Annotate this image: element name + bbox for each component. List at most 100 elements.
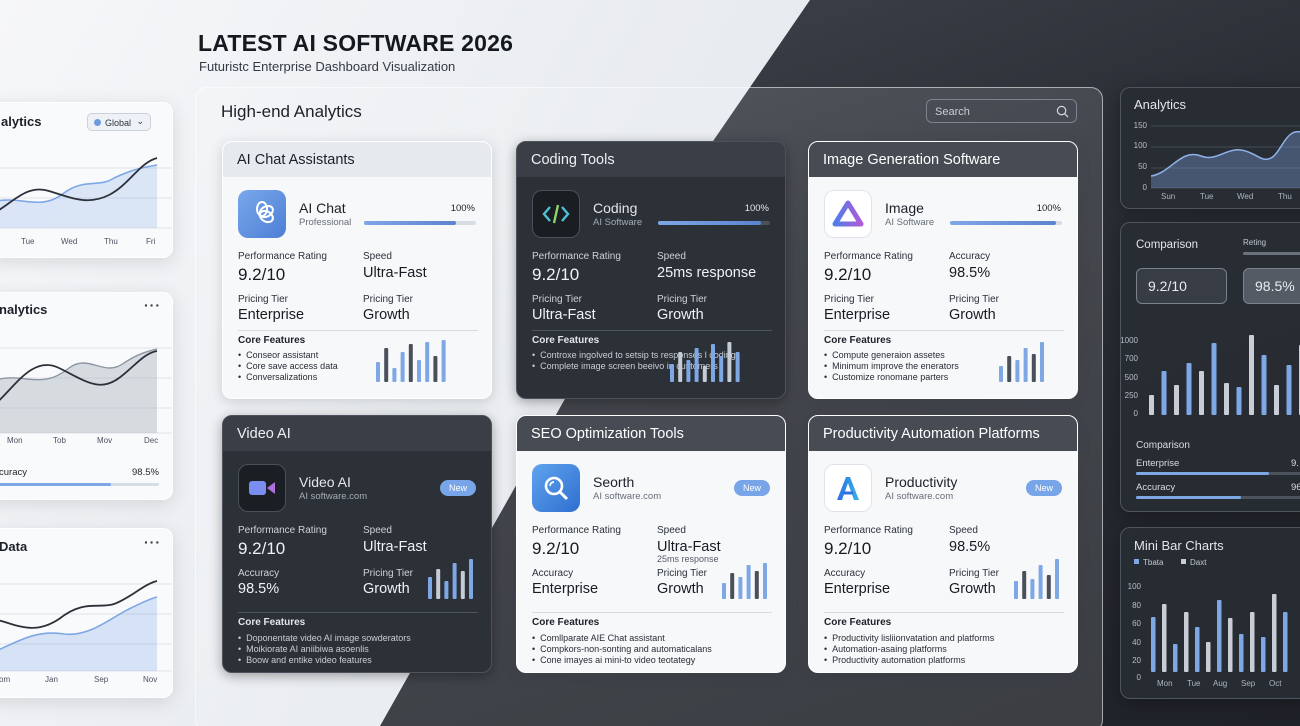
product-subtitle: AI Software — [885, 217, 935, 228]
y-label: 40 — [1132, 638, 1141, 647]
mini-bar — [1250, 612, 1255, 672]
metric-value: 25ms response — [657, 265, 757, 281]
features-list: Controxe ingolved to setsip ts responses… — [532, 350, 736, 372]
accuracy-label: curacy — [0, 467, 27, 478]
legend-swatch — [1134, 559, 1139, 564]
mini-bar — [408, 344, 413, 382]
x-label: Wed — [61, 237, 78, 246]
mini-bar — [727, 342, 732, 382]
y-label: 0 — [1133, 409, 1138, 418]
right-minibar-panel: Mini Bar Charts Tbata Daxt 100 80 60 40 … — [1120, 527, 1300, 699]
mini-bars — [428, 559, 473, 599]
mini-bars — [999, 342, 1044, 382]
accuracy-value: 98.5% — [132, 467, 159, 478]
metric-label: Speed — [363, 251, 392, 262]
video-camera-icon — [238, 464, 286, 512]
metric-value: Growth — [949, 581, 996, 597]
x-label: om — [0, 675, 11, 684]
more-options-icon[interactable]: ··· — [144, 297, 161, 313]
product-card[interactable]: Productivity Automation Platforms Product… — [808, 415, 1078, 673]
mini-bar — [746, 565, 751, 599]
legend-swatch — [1181, 559, 1186, 564]
features-list: Compute generaion assetesMinimum improve… — [824, 350, 959, 383]
features-list: Productivity lisliionvatation and platfo… — [824, 633, 994, 666]
right-analytics-panel: Analytics 150 100 50 0 Sun Tue Wed Thu — [1120, 87, 1300, 209]
metric-label: Speed — [657, 525, 686, 536]
mini-bar — [686, 360, 691, 382]
comparison-bar — [1186, 363, 1192, 415]
feature-item: Productivity lisliionvatation and platfo… — [824, 633, 994, 644]
product-card[interactable]: Coding Tools Coding AI Software 100% Perform… — [516, 141, 786, 399]
metric-label: Accuracy — [949, 251, 991, 262]
product-card[interactable]: Video AI Video AI AI software.com New Perfor… — [222, 415, 492, 673]
panel-title: Mini Bar Charts — [1134, 538, 1224, 553]
x-label: Wed — [1237, 192, 1254, 201]
x-label: Aug — [1213, 679, 1228, 688]
x-label: Tue — [1200, 192, 1214, 201]
feature-item: Doponentate video AI image sowderators — [238, 633, 411, 644]
x-label: Tob — [53, 436, 66, 445]
mini-bar — [1228, 618, 1233, 672]
card-header: Coding Tools — [517, 142, 785, 177]
mini-bar — [999, 366, 1003, 382]
mini-bar — [452, 563, 457, 599]
mini-bars — [722, 563, 767, 599]
search-input[interactable]: Search — [926, 99, 1077, 123]
y-label: 250 — [1124, 391, 1138, 400]
y-label: 700 — [1124, 354, 1138, 363]
product-subtitle: AI software.com — [885, 491, 954, 502]
feature-item: Boow and entike video features — [238, 655, 411, 666]
metric-label: Pricing Tier — [657, 568, 708, 579]
panel-title: nalytics — [0, 302, 48, 317]
product-subtitle: Professional — [299, 217, 352, 228]
search-icon[interactable] — [1056, 105, 1069, 118]
metric-value: Enterprise — [532, 581, 599, 597]
x-label: Oct — [1269, 679, 1282, 688]
metric-label: Speed — [949, 525, 978, 536]
y-label: 20 — [1132, 656, 1141, 665]
comparison-bar — [1261, 355, 1267, 415]
progress-bar — [950, 221, 1062, 225]
mini-bar — [730, 573, 735, 599]
metric-label: Accuracy — [824, 568, 866, 579]
product-name: Productivity — [885, 474, 958, 490]
card-header: AI Chat Assistants — [223, 142, 491, 177]
page-subtitle: Futuristc Enterprise Dashboard Visualiza… — [199, 59, 456, 74]
x-label: Dec — [144, 436, 159, 445]
divider — [532, 330, 772, 331]
feature-item: Compkors-non-sonting and automaticalans — [532, 644, 712, 655]
mini-bar — [1046, 575, 1051, 599]
y-label: 80 — [1132, 601, 1141, 610]
legend-label: Daxt — [1190, 558, 1207, 567]
x-label: Sun — [1161, 192, 1176, 201]
product-subtitle: AI software.com — [593, 491, 662, 502]
left-line-chart-2 — [0, 347, 172, 434]
mini-bar — [694, 348, 699, 382]
chevron-down-icon: ⌄ — [136, 116, 144, 126]
metric-value: Ultra-Fast — [363, 539, 427, 555]
product-name: Image — [885, 200, 924, 216]
product-name: Seorth — [593, 474, 635, 490]
mini-bar — [678, 352, 683, 382]
features-heading: Core Features — [238, 617, 306, 628]
product-card[interactable]: SEO Optimization Tools Seorth AI software.… — [516, 415, 786, 673]
global-dropdown[interactable]: Global ⌄ — [87, 113, 151, 131]
enterprise-bar — [1136, 472, 1269, 475]
product-name: Coding — [593, 200, 638, 216]
product-card[interactable]: Image Generation Software Image AI Softwar… — [808, 141, 1078, 399]
metric-value: 9.2/10 — [824, 539, 872, 558]
product-name: Video AI — [299, 474, 351, 490]
metric-value: Enterprise — [824, 307, 891, 323]
legend-item: Daxt — [1181, 558, 1206, 567]
enterprise-label: Enterprise — [1136, 458, 1180, 469]
triangle-logo-icon — [824, 190, 872, 238]
product-card[interactable]: AI Chat Assistants AI Chat Professional 100… — [222, 141, 492, 399]
comparison-bar — [1199, 371, 1204, 415]
left-line-chart-3 — [0, 580, 172, 672]
mini-bar — [1261, 637, 1266, 672]
metric-label: Pricing Tier — [657, 294, 708, 305]
more-options-icon[interactable]: ··· — [144, 534, 161, 550]
mini-bar — [754, 571, 759, 599]
rating-track — [1243, 252, 1300, 255]
metric-label: Pricing Tier — [238, 294, 289, 305]
